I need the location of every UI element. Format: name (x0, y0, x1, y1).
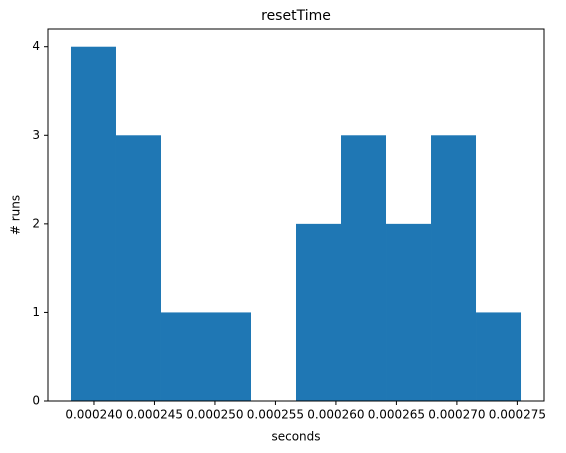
y-tick-label: 3 (32, 128, 40, 142)
x-axis-label: seconds (271, 430, 320, 444)
plot-frame (47, 28, 545, 402)
y-tick-label: 1 (32, 305, 40, 319)
x-tick-label: 0.000250 (186, 408, 243, 422)
bar (476, 312, 522, 401)
bar (160, 312, 206, 401)
x-tick-label: 0.000255 (247, 408, 304, 422)
bar (205, 312, 251, 401)
chart-title: resetTime (261, 8, 331, 24)
bar (341, 135, 387, 402)
x-tick-label: 0.000240 (65, 408, 122, 422)
bar (70, 46, 116, 401)
bar (431, 135, 477, 402)
x-tick-label: 0.000265 (368, 408, 425, 422)
bar (115, 135, 161, 402)
bar (296, 223, 342, 401)
y-tick-label: 2 (32, 216, 40, 230)
y-tick-label: 4 (32, 39, 40, 53)
x-tick-label: 0.000270 (428, 408, 485, 422)
x-tick-label: 0.000260 (307, 408, 364, 422)
x-tick-label: 0.000275 (489, 408, 546, 422)
bar (386, 223, 432, 401)
y-axis-label: # runs (9, 195, 23, 235)
x-tick-label: 0.000245 (126, 408, 183, 422)
y-tick-label: 0 (32, 394, 40, 408)
